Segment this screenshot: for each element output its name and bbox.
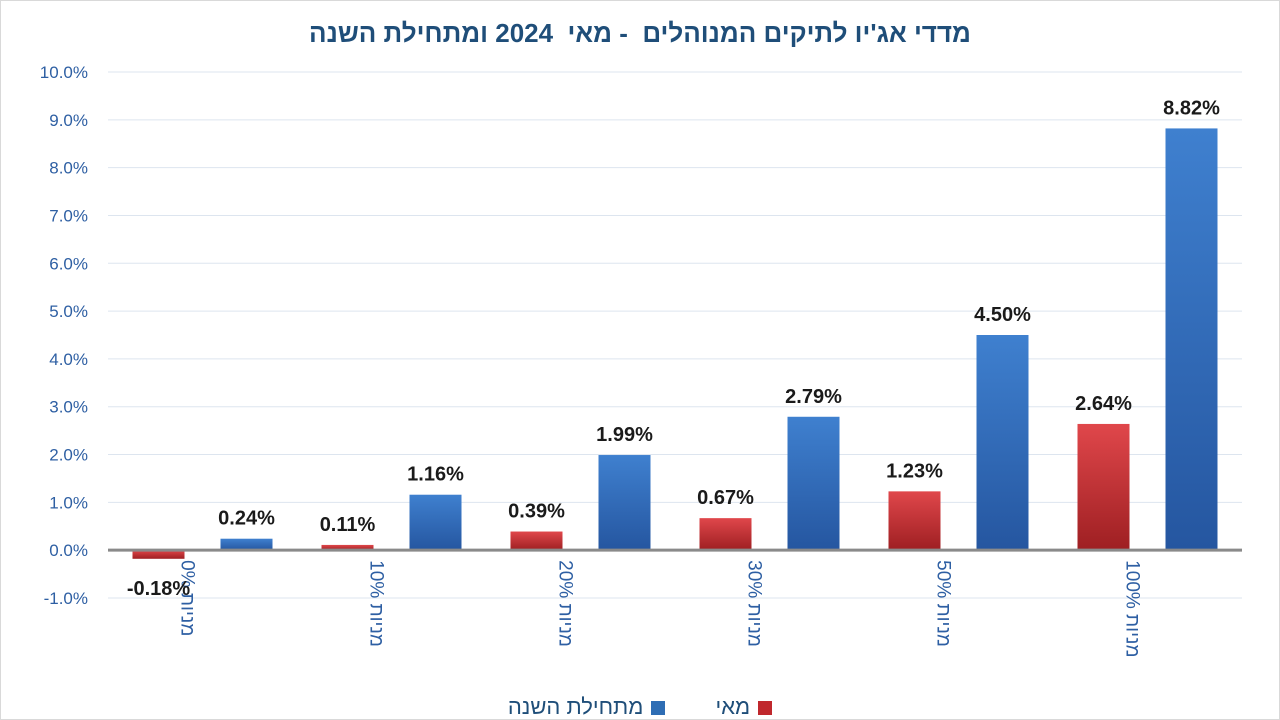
axes: 10.0% 9.0% 8.0% 7.0% 6.0% 5.0% 4.0% 3.0% 2.0% 1.0… [40,63,1242,658]
bar-may-2 [510,531,563,551]
x-tick-label: 50% מניות [933,560,954,647]
data-label-may-2: 0.39% [508,501,565,523]
legend-swatch-may [758,701,773,716]
data-label-may-1: 0.11% [320,514,376,536]
legend-item-ytd: מתחילת השנה [508,694,666,720]
x-tick-label: 20% מניות [555,560,576,647]
chart-title: מדדי אג'יו לתיקים המנוהלים - מאי 2024 ומ… [309,18,971,48]
bar-may-5 [1077,423,1130,551]
data-label-ytd-1: 1.16% [407,464,464,486]
grid-lines [108,71,1242,599]
x-tick-label: 100% מניות [1122,560,1143,657]
bar-ytd-4 [976,335,1029,551]
y-tick-label: 7.0% [49,206,88,225]
data-label-ytd-4: 4.50% [974,304,1031,326]
y-tick-label: 5.0% [49,302,88,321]
legend-item-may: מאי [716,694,773,720]
data-label-ytd-2: 1.99% [596,424,653,446]
data-labels: -0.18% 0.24% 0.11% 1.16% 0.39% 1.99% 0.67% 2.79… [127,97,1220,599]
bar-ytd-2 [598,455,651,551]
bar-may-3 [699,518,752,551]
x-tick-label: 30% מניות [744,560,765,647]
y-tick-label: 8.0% [49,159,88,178]
legend-label-ytd: מתחילת השנה [507,694,644,719]
y-tick-label: 2.0% [49,446,88,465]
data-label-may-5: 2.64% [1075,393,1132,415]
y-tick-label: 6.0% [49,254,88,273]
y-tick-label: -1.0% [44,589,88,608]
data-label-ytd-0: 0.24% [218,508,275,530]
data-label-may-4: 1.23% [886,460,943,482]
x-tick-label: 10% מניות [366,560,387,647]
legend-swatch-ytd [651,701,666,716]
data-label-ytd-3: 2.79% [785,386,842,408]
legend-label-may: מאי [715,694,751,719]
bar-ytd-1 [409,494,462,551]
bar-ytd-5 [1165,128,1218,551]
y-tick-label: 9.0% [49,111,88,130]
data-label-may-3: 0.67% [697,487,754,509]
y-tick-label: 3.0% [49,398,88,417]
y-tick-label: 1.0% [49,493,88,512]
bar-ytd-3 [787,416,840,551]
bar-may-0 [132,550,185,559]
bars [132,128,1218,559]
x-tick-label: 0% מניות [177,560,198,636]
bar-ytd-0 [220,538,273,551]
legend: מאי מתחילת השנה [0,694,1280,720]
bar-may-4 [888,491,941,551]
y-tick-label: 10.0% [40,63,88,82]
y-tick-label: 4.0% [49,350,88,369]
data-label-ytd-5: 8.82% [1163,97,1220,119]
y-tick-label: 0.0% [49,541,88,560]
bar-may-1 [321,544,374,551]
data-label-may-0: -0.18% [127,578,191,600]
